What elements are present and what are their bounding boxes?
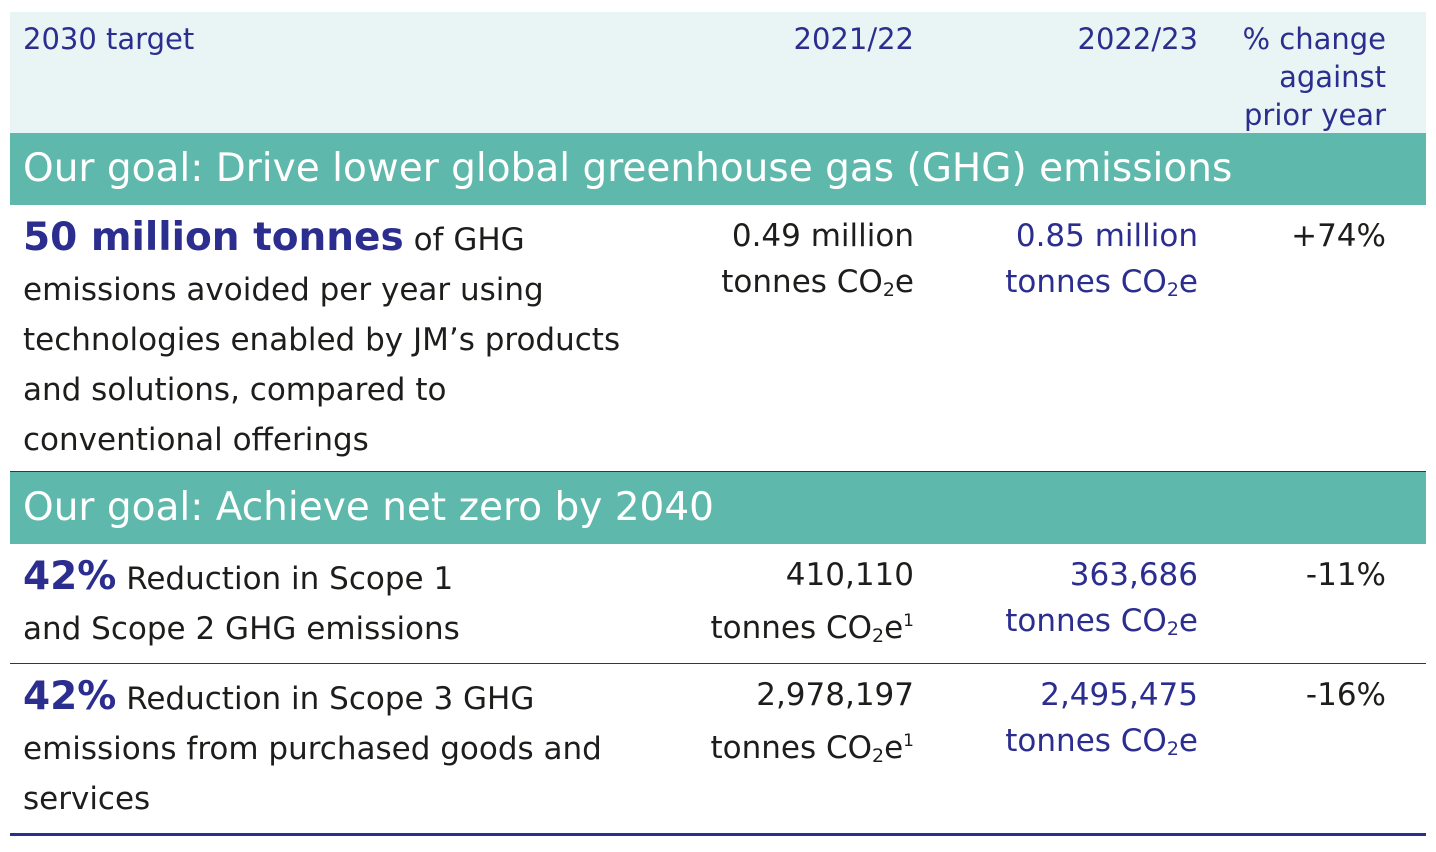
goal-banner-net-zero: Our goal: Achieve net zero by 2040	[10, 472, 1426, 544]
value-2022-23: 363,686 tonnes CO2e	[1005, 552, 1198, 652]
value-unit: tonnes CO2e	[721, 264, 914, 301]
value-unit: tonnes CO2e	[1005, 603, 1198, 640]
value-change: -11%	[1305, 557, 1386, 593]
value-unit: tonnes CO2e	[1005, 264, 1198, 301]
table-row: 50 million tonnes of GHG emissions avoid…	[10, 205, 1426, 472]
target-highlight: 42%	[23, 554, 117, 599]
target-highlight: 50 million tonnes	[23, 215, 404, 260]
target-text: 42% Reduction in Scope 1 and Scope 2 GHG…	[23, 552, 493, 654]
table-header: 2030 target 2021/22 2022/23 % change aga…	[10, 12, 1426, 133]
value-unit: tonnes CO2e	[1005, 723, 1198, 760]
header-year-2022-23: 2022/23	[1077, 22, 1198, 56]
value-change: +74%	[1291, 218, 1386, 254]
goal-banner-ghg: Our goal: Drive lower global greenhouse …	[10, 133, 1426, 205]
value-unit: tonnes CO2e1	[710, 610, 914, 647]
target-description: of GHG emissions avoided per year using …	[23, 222, 621, 458]
value-change: -16%	[1305, 677, 1386, 713]
value-2021-22: 410,110 tonnes CO2e1	[710, 552, 914, 659]
value-unit: tonnes CO2e1	[710, 730, 914, 767]
value-amount: 0.85 million	[1015, 218, 1198, 254]
target-highlight: 42%	[23, 674, 117, 719]
header-year-2021-22: 2021/22	[793, 22, 914, 56]
header-target: 2030 target	[23, 22, 195, 56]
value-amount: 410,110	[785, 557, 914, 593]
value-amount: 363,686	[1069, 557, 1198, 593]
table-row: 42% Reduction in Scope 3 GHG emissions f…	[10, 664, 1426, 836]
value-2021-22: 2,978,197 tonnes CO2e1	[710, 672, 914, 779]
value-amount: 2,495,475	[1040, 677, 1198, 713]
target-description: Reduction in Scope 1 and Scope 2 GHG emi…	[23, 561, 460, 647]
value-2022-23: 0.85 million tonnes CO2e	[1005, 213, 1198, 313]
target-text: 42% Reduction in Scope 3 GHG emissions f…	[23, 672, 623, 824]
ghg-targets-table: 2030 target 2021/22 2022/23 % change aga…	[10, 12, 1426, 836]
value-amount: 2,978,197	[756, 677, 914, 713]
value-amount: 0.49 million	[731, 218, 914, 254]
value-2021-22: 0.49 million tonnes CO2e	[721, 213, 914, 313]
header-change: % change against prior year	[1242, 22, 1387, 132]
table-row: 42% Reduction in Scope 1 and Scope 2 GHG…	[10, 544, 1426, 664]
target-text: 50 million tonnes of GHG emissions avoid…	[23, 213, 623, 465]
target-description: Reduction in Scope 3 GHG emissions from …	[23, 681, 602, 817]
value-2022-23: 2,495,475 tonnes CO2e	[1005, 672, 1198, 772]
